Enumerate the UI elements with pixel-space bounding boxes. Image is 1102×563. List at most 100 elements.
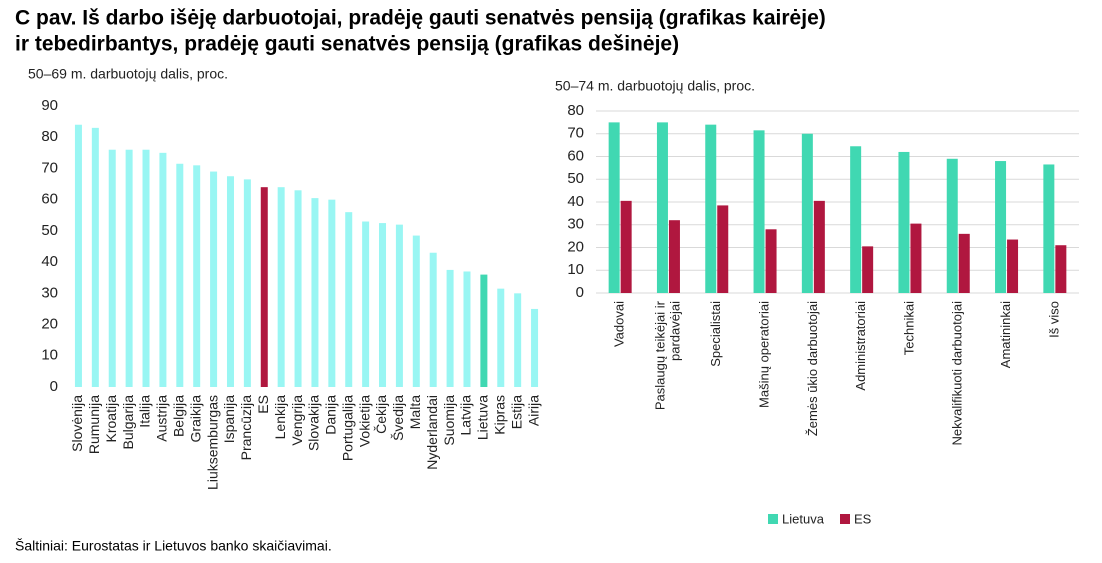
x-tick-label: Slovėnija (69, 395, 85, 452)
x-tick-label: Iš viso (1046, 301, 1061, 338)
y-tick-label: 10 (41, 347, 58, 364)
legend-label: Lietuva (782, 511, 825, 526)
y-axis-label: 50–74 m. darbuotojų dalis, proc. (555, 78, 755, 94)
y-tick-label: 80 (567, 102, 584, 119)
x-tick-label: Vadovai (612, 301, 627, 347)
y-tick-label: 20 (41, 316, 58, 333)
x-tick-label: Latvija (458, 395, 474, 436)
bar (958, 233, 970, 293)
x-tick-label: ES (255, 395, 271, 414)
bar (898, 151, 910, 293)
bar (717, 205, 729, 293)
y-axis-label: 50–69 m. darbuotojų dalis, proc. (28, 66, 228, 82)
y-tick-label: 30 (567, 216, 584, 233)
bar (1007, 239, 1019, 293)
y-tick-label: 30 (41, 284, 58, 301)
y-tick-label: 70 (567, 125, 584, 142)
bar (294, 190, 302, 387)
x-tick-label: Portugalija (339, 395, 355, 461)
bar (1043, 164, 1055, 293)
x-tick-label: Kipras (491, 395, 507, 435)
x-tick-label: Kroatija (103, 395, 119, 443)
x-tick-label: Technikai (901, 301, 916, 355)
x-tick-label: Slovakija (306, 395, 322, 451)
bar (514, 293, 522, 387)
x-tick-label: Žemės ūkio darbuotojai (805, 301, 820, 436)
title-line: C pav. Iš darbo išėję darbuotojai, pradė… (15, 7, 826, 30)
bar (91, 127, 99, 387)
bar (668, 220, 680, 293)
bar (813, 200, 825, 293)
y-tick-label: 40 (567, 193, 584, 210)
bar (946, 158, 958, 293)
x-tick-label: Suomija (441, 395, 457, 446)
x-tick-label: Švedija (390, 395, 406, 441)
legend-swatch (840, 514, 850, 524)
bar (497, 288, 505, 387)
bar (125, 149, 133, 387)
x-tick-label: Nyderlandai (424, 395, 440, 470)
bar (801, 133, 813, 293)
bar (463, 271, 471, 387)
y-tick-label: 0 (50, 378, 58, 395)
bar (159, 152, 167, 387)
bar (765, 229, 777, 293)
bar (446, 269, 454, 387)
x-tick-label: Paslaugų teikėjai ir (652, 300, 667, 410)
x-tick-label: Airija (525, 395, 541, 426)
bar (277, 187, 285, 387)
y-tick-label: 80 (41, 128, 58, 145)
x-tick-label: Belgija (171, 395, 187, 437)
bar (705, 124, 717, 294)
bar (656, 122, 668, 293)
bar (226, 176, 234, 387)
x-tick-label: Vokietija (356, 395, 372, 447)
y-tick-label: 10 (567, 261, 584, 278)
bar (429, 252, 437, 387)
x-tick-label: Mašinų operatoriai (756, 301, 771, 408)
x-tick-label: Graikija (187, 395, 203, 443)
y-tick-label: 0 (576, 284, 584, 301)
bar (608, 122, 620, 293)
x-tick-label: Amatininkai (998, 301, 1013, 368)
x-tick-label: Italija (137, 395, 153, 428)
bar (243, 179, 251, 387)
bar (531, 308, 539, 387)
bar (862, 246, 874, 293)
x-tick-label: Lietuva (475, 395, 491, 440)
y-tick-label: 20 (567, 238, 584, 255)
x-tick-label: Specialistai (708, 301, 723, 367)
bar (142, 149, 150, 387)
bar (260, 187, 268, 387)
x-tick-label: Malta (407, 395, 423, 429)
bar (74, 124, 82, 387)
y-tick-label: 60 (41, 191, 58, 208)
bar (328, 199, 336, 387)
bar (176, 163, 184, 387)
bar (850, 146, 862, 293)
x-tick-label: Bulgarija (120, 395, 136, 450)
bar (379, 223, 387, 387)
y-tick-label: 60 (567, 147, 584, 164)
x-tick-label: pardavėjai (667, 301, 682, 361)
bar (345, 212, 353, 387)
y-tick-label: 70 (41, 159, 58, 176)
x-tick-label: Nekvalifikuoti darbuotojai (950, 301, 965, 446)
x-tick-label: Rumunija (86, 395, 102, 454)
bar (910, 223, 922, 293)
legend-label: ES (854, 511, 872, 526)
bar (753, 130, 765, 293)
bar (311, 198, 319, 387)
bar (193, 165, 201, 387)
bar (362, 221, 370, 387)
x-tick-label: Ispanija (221, 395, 237, 443)
x-tick-label: Estija (508, 395, 524, 429)
title-line: ir tebedirbantys, pradėję gauti senatvės… (15, 33, 679, 56)
bar (412, 235, 420, 387)
bar (995, 161, 1007, 293)
y-tick-label: 40 (41, 253, 58, 270)
source: Šaltiniai: Eurostatas ir Lietuvos banko … (15, 538, 332, 554)
x-tick-label: Danija (323, 395, 339, 435)
